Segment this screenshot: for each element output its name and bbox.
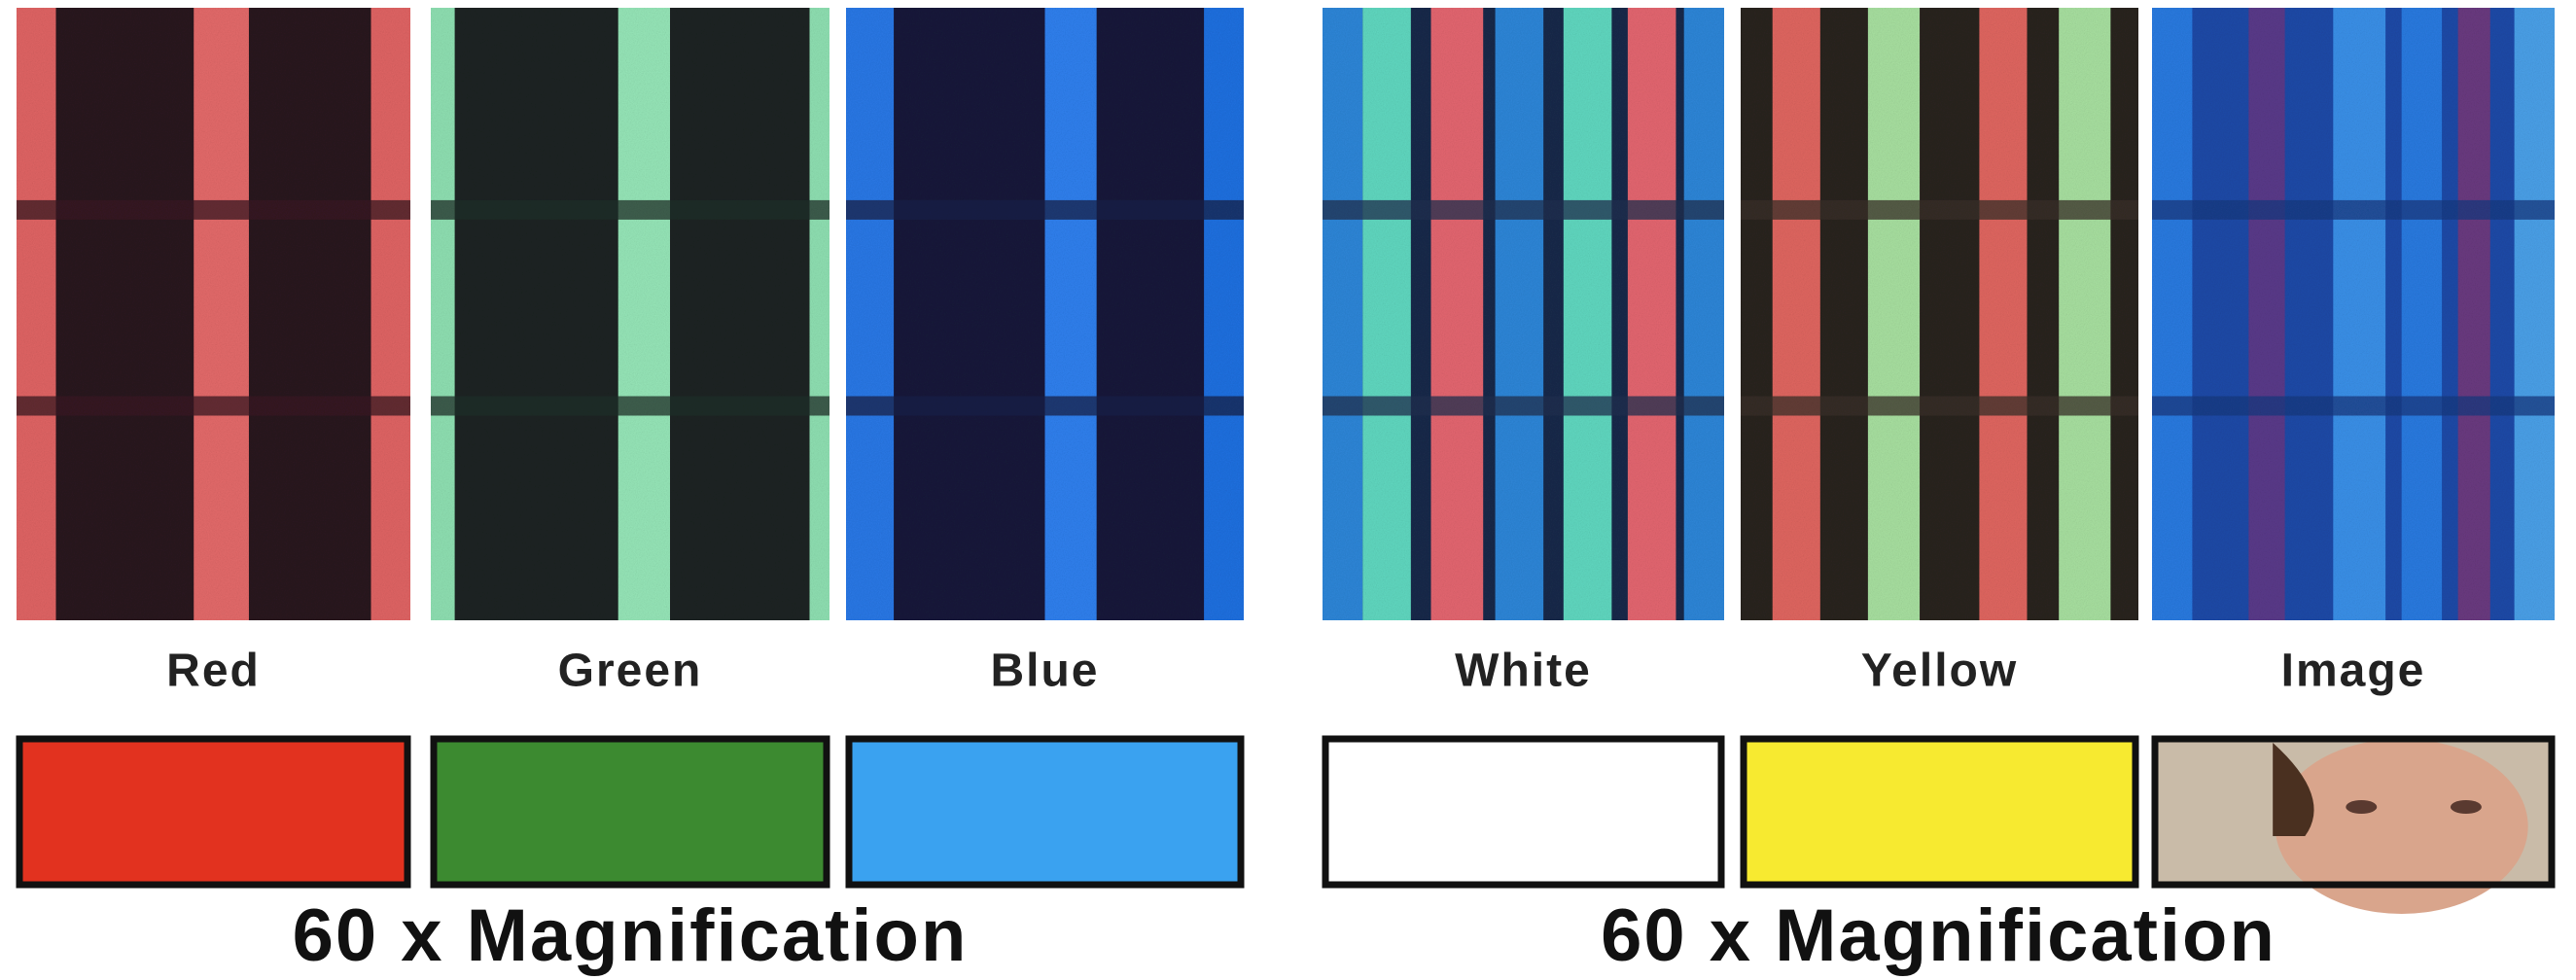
color-swatch — [19, 739, 407, 885]
panel-label: Blue — [990, 646, 1099, 697]
subpixel-stripe — [1362, 8, 1411, 620]
panel-label: Yellow — [1861, 646, 2018, 697]
subpixel-stripe — [17, 8, 56, 620]
pixel-row-gap — [1741, 397, 2138, 416]
pixel-row-gap — [2152, 200, 2555, 220]
pixel-row-gap — [431, 200, 829, 220]
subpixel-stripe — [2248, 8, 2284, 620]
subpixel-stripe — [2152, 8, 2192, 620]
subpixel-stripe — [1431, 8, 1484, 620]
subpixel-stripe — [194, 8, 249, 620]
subpixel-stripe — [2515, 8, 2555, 620]
panel-label: White — [1455, 646, 1592, 697]
pixel-row-gap — [846, 200, 1244, 220]
panel-label: Image — [2281, 646, 2426, 697]
magnified-panel — [1323, 8, 1724, 620]
subpixel-stripe — [2059, 8, 2110, 620]
subpixel-stripe — [1773, 8, 1820, 620]
face-eye — [2346, 800, 2377, 814]
panel-label: Green — [558, 646, 703, 697]
face-eye — [2451, 800, 2482, 814]
pixel-row-gap — [431, 397, 829, 416]
subpixel-stripe — [1045, 8, 1097, 620]
pixel-row-gap — [1323, 200, 1724, 220]
pixel-row-gap — [17, 200, 410, 220]
subpixel-stripe — [371, 8, 411, 620]
caption: 60 x Magnification — [1601, 894, 2276, 977]
pixel-row-gap — [1323, 397, 1724, 416]
pixel-row-gap — [2152, 397, 2555, 416]
subpixel-stripe — [1684, 8, 1724, 620]
magnified-panel — [2152, 8, 2555, 620]
subpixel-stripe — [2333, 8, 2385, 620]
color-swatch — [1325, 739, 1721, 885]
subpixel-stripe — [618, 8, 670, 620]
pixel-row-gap — [17, 397, 410, 416]
subpixel-stripe — [1979, 8, 2027, 620]
color-swatch — [1744, 739, 2135, 885]
subpixel-stripe — [1564, 8, 1612, 620]
caption: 60 x Magnification — [293, 894, 969, 977]
figure: Red Green Blue 60 x Magnification White Yello… — [0, 0, 2576, 980]
subpixel-stripe — [810, 8, 830, 620]
subpixel-stripe — [431, 8, 455, 620]
panel-label: Red — [166, 646, 261, 697]
magnified-panel — [846, 8, 1244, 620]
pixel-row-gap — [846, 397, 1244, 416]
subpixel-stripe — [1628, 8, 1676, 620]
subpixel-stripe — [1496, 8, 1544, 620]
subpixel-stripe — [1868, 8, 1920, 620]
color-swatch — [434, 739, 827, 885]
magnified-panel — [431, 8, 829, 620]
color-swatch — [849, 739, 1241, 885]
magnified-panel — [17, 8, 410, 620]
pixel-row-gap — [1741, 200, 2138, 220]
subpixel-stripe — [846, 8, 894, 620]
magnified-panel — [1741, 8, 2138, 620]
subpixel-stripe — [1323, 8, 1362, 620]
subpixel-stripe — [1204, 8, 1244, 620]
subpixel-stripe — [2402, 8, 2442, 620]
subpixel-stripe — [2458, 8, 2490, 620]
